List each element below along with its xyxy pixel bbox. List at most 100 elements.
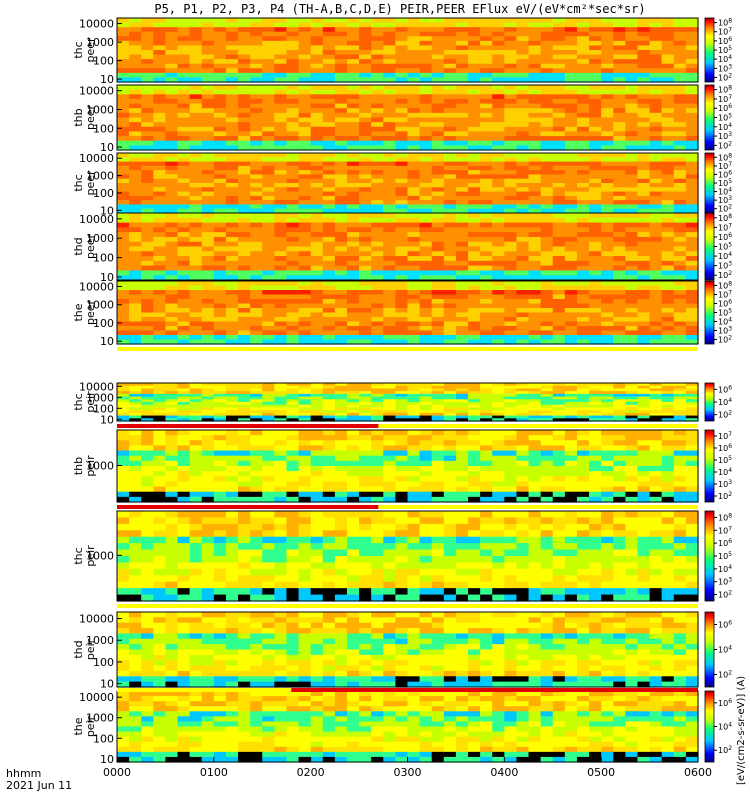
spectrogram-cell bbox=[407, 131, 421, 137]
spectrogram-cell bbox=[589, 136, 602, 142]
spectrogram-cell bbox=[407, 94, 421, 100]
spectrogram-cell bbox=[589, 187, 602, 193]
spectrogram-cell bbox=[201, 339, 215, 345]
colorbar bbox=[704, 17, 715, 83]
spectrogram-cell bbox=[322, 466, 336, 472]
spectrogram-cell bbox=[383, 455, 396, 462]
spectrogram-cell bbox=[431, 481, 445, 488]
spectrogram-cell bbox=[359, 50, 372, 56]
spectrogram-cell bbox=[165, 393, 179, 398]
spectrogram-cell bbox=[637, 481, 651, 488]
spectrogram-cell bbox=[661, 246, 675, 252]
spectrogram-cell bbox=[564, 232, 578, 238]
spectrogram-cell bbox=[637, 418, 651, 422]
spectrogram-cell bbox=[189, 232, 203, 238]
spectrogram-cell bbox=[298, 281, 312, 287]
spectrogram-cell bbox=[250, 476, 263, 483]
spectrogram-cell bbox=[371, 391, 384, 395]
spectrogram-cell bbox=[443, 183, 457, 188]
spectrogram-cell bbox=[673, 213, 687, 219]
spectrogram-cell bbox=[359, 246, 372, 252]
spectrogram-cell bbox=[165, 27, 179, 33]
spectrogram-cell bbox=[407, 200, 421, 206]
spectrogram-cell bbox=[516, 294, 530, 300]
spectrogram-cell bbox=[383, 54, 396, 60]
colorbar-tick-label: 105 bbox=[718, 113, 732, 123]
spectrogram-cell bbox=[322, 68, 336, 74]
spectrogram-cell bbox=[589, 72, 602, 79]
spectrogram-cell bbox=[153, 265, 167, 272]
spectrogram-cell bbox=[177, 476, 191, 483]
spectrogram-cell bbox=[492, 383, 505, 387]
spectrogram-cell bbox=[274, 131, 288, 137]
spectrogram-cell bbox=[649, 161, 663, 167]
spectrogram-cell bbox=[419, 312, 433, 318]
spectrogram-cell bbox=[383, 330, 396, 336]
spectrogram-cell bbox=[250, 308, 263, 314]
spectrogram-cell bbox=[274, 174, 288, 180]
spectrogram-cell bbox=[540, 256, 554, 262]
spectrogram-cell bbox=[576, 236, 590, 243]
spectrogram-cell bbox=[310, 399, 324, 403]
spectrogram-cell bbox=[129, 251, 142, 257]
spectrogram-cell bbox=[468, 183, 481, 188]
spectrogram-cell bbox=[238, 232, 251, 238]
spectrogram-cell bbox=[153, 236, 167, 243]
spectrogram-cell bbox=[117, 232, 130, 238]
spectrogram-cell bbox=[431, 440, 445, 447]
spectrogram-cell bbox=[359, 117, 372, 123]
spectrogram-cell bbox=[576, 136, 590, 142]
spectrogram-cell bbox=[213, 246, 227, 252]
spectrogram-cell bbox=[250, 68, 263, 74]
spectrogram-cell bbox=[601, 496, 614, 503]
spectrogram-cell bbox=[673, 222, 687, 228]
spectrogram-cell bbox=[129, 486, 142, 493]
spectrogram-cell bbox=[359, 200, 372, 206]
spectrogram-cell bbox=[661, 183, 675, 188]
spectrogram-cell bbox=[637, 339, 651, 345]
spectrogram-cell bbox=[528, 410, 542, 414]
spectrogram-cell bbox=[298, 450, 312, 457]
spectrogram-cell bbox=[564, 383, 578, 387]
spectrogram-cell bbox=[613, 195, 626, 201]
spectrogram-cell bbox=[492, 410, 505, 414]
spectrogram-cell bbox=[601, 122, 614, 128]
spectrogram-cell bbox=[649, 430, 663, 436]
spectrogram-cell bbox=[165, 161, 179, 167]
spectrogram-cell bbox=[419, 281, 433, 287]
spectrogram-cell bbox=[431, 174, 445, 180]
y-tick-label: 10000 bbox=[79, 280, 114, 293]
spectrogram-cell bbox=[564, 22, 578, 28]
spectrogram-cell bbox=[661, 68, 675, 74]
spectrogram-cell bbox=[165, 126, 179, 133]
spectrogram-cell bbox=[322, 496, 336, 503]
spectrogram-cell bbox=[395, 285, 409, 291]
spectrogram-cell bbox=[480, 187, 493, 193]
spectrogram-cell bbox=[298, 122, 312, 128]
spectrogram-cell bbox=[455, 256, 469, 262]
spectrogram-cell bbox=[685, 112, 699, 119]
spectrogram-cell bbox=[129, 476, 142, 483]
spectrogram-cell bbox=[431, 383, 445, 387]
spectrogram-cell bbox=[468, 122, 481, 128]
spectrogram-cell bbox=[395, 191, 409, 197]
spectrogram-cell bbox=[177, 89, 191, 95]
spectrogram-cell bbox=[238, 471, 251, 477]
spectrogram-cell bbox=[383, 59, 396, 65]
spectrogram-cell bbox=[117, 72, 130, 79]
spectrogram-cell bbox=[540, 68, 554, 74]
spectrogram-cell bbox=[129, 466, 142, 472]
spectrogram-cell bbox=[310, 260, 324, 267]
spectrogram-cell bbox=[213, 476, 227, 483]
spectrogram-cell bbox=[298, 222, 312, 228]
spectrogram-cell bbox=[564, 236, 578, 243]
spectrogram-cell bbox=[201, 72, 215, 79]
spectrogram-cell bbox=[528, 165, 542, 171]
spectrogram-cell bbox=[443, 299, 457, 305]
spectrogram-cell bbox=[637, 312, 651, 318]
spectrogram-cell bbox=[225, 399, 239, 403]
spectrogram-cell bbox=[213, 183, 227, 188]
spectrogram-cell bbox=[407, 50, 421, 56]
spectrogram-cell bbox=[383, 22, 396, 28]
spectrogram-cell bbox=[685, 140, 699, 146]
